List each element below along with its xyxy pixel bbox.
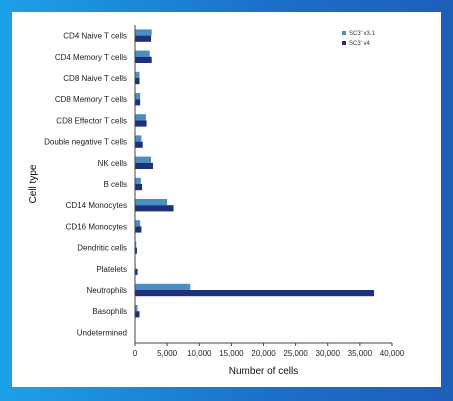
x-tick-label: 30,000 [316,349,341,358]
legend-swatch [342,41,346,45]
x-tick-label: 40,000 [380,349,405,358]
category-label: Neutrophils [87,286,127,295]
bar [135,162,153,169]
bar [135,35,152,42]
bar [135,78,140,85]
bar [135,283,191,290]
y-axis-title: Cell type [28,164,39,203]
x-tick-label: 25,000 [283,349,308,358]
category-label: CD16 Monocytes [66,222,127,231]
bar [135,226,142,233]
bar [135,135,142,142]
category-label: CD14 Monocytes [66,201,127,210]
category-label: Undetermined [77,328,127,337]
bar [135,120,147,127]
bar [135,114,146,121]
category-label: Dendritic cells [77,244,127,253]
category-label: Double negative T cells [44,138,127,147]
category-label: CD4 Memory T cells [55,53,127,62]
bar [135,177,141,184]
x-tick-label: 35,000 [348,349,373,358]
bar [135,247,137,254]
legend-label: SC3' v3.1 [349,31,375,37]
bar [135,290,375,297]
bar [135,268,138,275]
category-label: CD4 Naive T cells [63,32,127,41]
bar [135,29,152,36]
category-label: Platelets [96,265,127,274]
legend-swatch [342,31,346,35]
bar [135,220,141,227]
bars-group [135,29,375,318]
bar [135,141,143,148]
chart-panel: CD4 Naive T cells CD4 Memory T cells CD8 N… [12,12,441,387]
bar [135,184,143,191]
bar-chart: CD4 Naive T cells CD4 Memory T cells CD8 N… [28,25,405,377]
x-tick-label: 5,000 [157,349,178,358]
legend: SC3' v3.1 SC3' v4 [342,31,375,47]
bar [135,205,174,212]
category-labels: CD4 Naive T cells CD4 Memory T cells CD8 N… [44,32,127,338]
bar [135,199,168,206]
category-label: B cells [103,180,127,189]
bar [135,99,141,106]
bar [135,56,152,63]
x-axis-title: Number of cells [229,366,298,377]
bar [135,156,152,163]
bar [135,305,138,312]
bar [135,50,150,57]
x-axis-ticks: 0 5,000 10,000 15,000 20,000 25,000 30,000 35,0… [133,343,405,358]
x-tick-label: 10,000 [187,349,212,358]
bar [135,241,137,248]
bar [135,311,140,318]
category-label: CD8 Naive T cells [63,74,127,83]
bar [135,71,140,78]
category-label: NK cells [98,159,127,168]
legend-label: SC3' v4 [349,41,370,47]
x-tick-label: 20,000 [251,349,276,358]
x-tick-label: 15,000 [219,349,244,358]
bar [135,93,141,100]
category-label: CD8 Effector T cells [56,116,127,125]
category-label: CD8 Memory T cells [55,95,127,104]
x-tick-label: 0 [133,349,138,358]
category-label: Basophils [92,307,127,316]
